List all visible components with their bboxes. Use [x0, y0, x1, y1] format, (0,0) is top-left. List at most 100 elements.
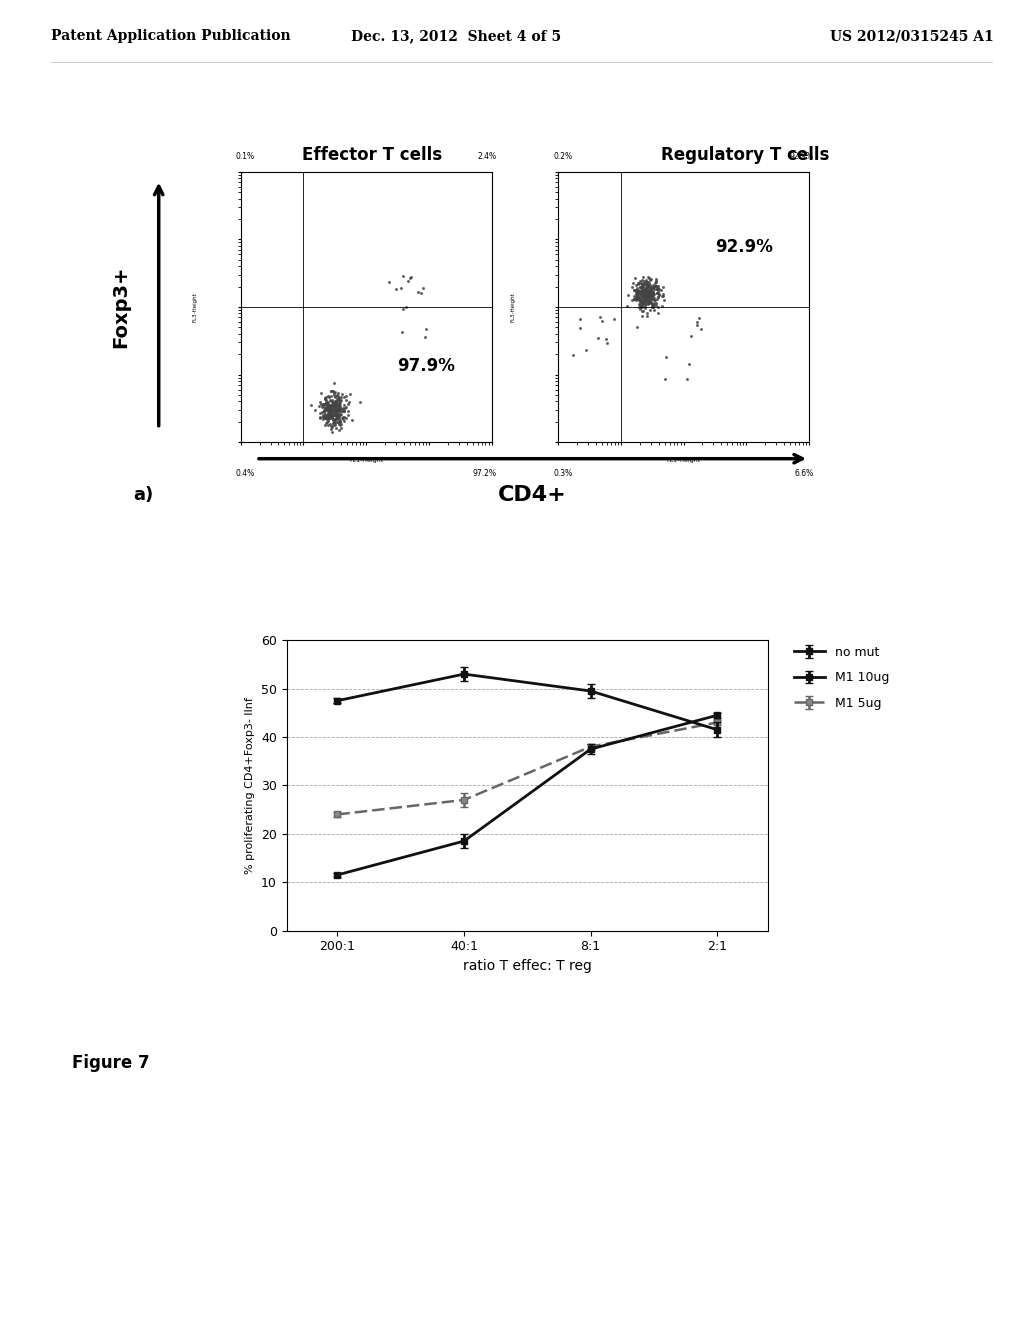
Point [328, 396, 344, 417]
Text: FL1-Height: FL1-Height [349, 458, 383, 463]
Point [327, 404, 343, 425]
Point [632, 277, 648, 298]
Point [307, 400, 324, 421]
Point [630, 286, 646, 308]
Point [644, 294, 660, 315]
Text: CD4+: CD4+ [498, 484, 567, 506]
Point [316, 387, 333, 408]
Point [326, 405, 342, 426]
Point [328, 395, 344, 416]
Point [328, 393, 344, 414]
Point [327, 397, 343, 418]
Point [323, 380, 339, 401]
Point [646, 294, 663, 315]
Point [330, 400, 346, 421]
Point [338, 385, 354, 407]
Point [328, 404, 344, 425]
Point [645, 282, 662, 304]
Point [640, 290, 656, 312]
Point [335, 407, 351, 428]
Point [328, 401, 344, 422]
Point [317, 392, 334, 413]
Point [331, 404, 347, 425]
Point [641, 268, 657, 289]
Point [655, 289, 672, 310]
Point [330, 412, 346, 433]
Point [331, 395, 347, 416]
Point [645, 281, 662, 302]
Point [628, 288, 644, 309]
Point [633, 279, 649, 300]
Point [627, 286, 643, 308]
Point [628, 275, 644, 296]
Point [631, 272, 647, 293]
Point [328, 399, 344, 420]
Point [649, 302, 666, 323]
Point [637, 286, 653, 308]
Point [326, 399, 342, 420]
Point [641, 285, 657, 306]
Point [629, 285, 645, 306]
Point [632, 292, 648, 313]
Point [638, 285, 654, 306]
Point [628, 281, 644, 302]
Point [649, 288, 666, 309]
Point [631, 297, 647, 318]
Point [333, 404, 349, 425]
Point [658, 347, 675, 368]
Point [636, 286, 652, 308]
Point [631, 293, 647, 314]
Point [327, 413, 343, 434]
Point [316, 399, 333, 420]
Point [635, 286, 651, 308]
Point [638, 269, 654, 290]
Point [327, 404, 343, 425]
Point [325, 408, 341, 429]
Point [324, 397, 340, 418]
Point [628, 284, 644, 305]
Point [318, 396, 335, 417]
Point [329, 404, 345, 425]
Point [332, 414, 348, 436]
Point [318, 396, 335, 417]
Point [327, 393, 343, 414]
Point [317, 397, 334, 418]
Point [572, 308, 589, 329]
Point [636, 279, 652, 300]
Point [330, 399, 346, 420]
Point [322, 400, 338, 421]
Point [395, 265, 412, 286]
Point [605, 309, 622, 330]
Point [643, 284, 659, 305]
Point [394, 298, 411, 319]
Point [329, 403, 345, 424]
Point [634, 280, 650, 301]
Point [319, 400, 336, 421]
Point [651, 279, 668, 300]
Point [413, 282, 429, 304]
Point [631, 281, 647, 302]
Point [644, 296, 660, 317]
Point [336, 387, 352, 408]
Point [635, 267, 651, 288]
Point [636, 280, 652, 301]
Point [319, 404, 336, 425]
Point [639, 280, 655, 301]
Point [636, 280, 652, 301]
Point [626, 289, 642, 310]
Point [340, 393, 356, 414]
Point [393, 277, 410, 298]
Point [693, 318, 710, 339]
Point [336, 411, 352, 432]
Point [638, 282, 654, 304]
Point [633, 276, 649, 297]
Point [634, 277, 650, 298]
Point [634, 275, 650, 296]
Point [311, 395, 328, 416]
Point [327, 391, 343, 412]
Point [626, 289, 642, 310]
Point [321, 399, 337, 420]
Point [629, 280, 645, 301]
Point [626, 280, 642, 301]
Point [634, 290, 650, 312]
